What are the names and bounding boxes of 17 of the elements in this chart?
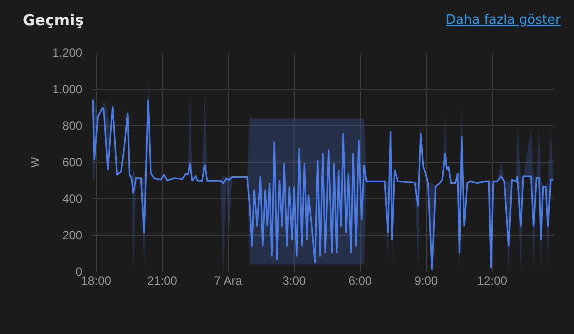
x-tick-label: 6:00 xyxy=(348,274,372,288)
x-tick-label: 7 Ara xyxy=(214,274,243,288)
y-tick-label: 400 xyxy=(62,192,83,206)
y-tick-label: 800 xyxy=(62,119,83,134)
y-axis-title: W xyxy=(30,156,42,168)
x-tick-label: 12:00 xyxy=(477,274,508,288)
x-tick-label: 3:00 xyxy=(282,274,306,288)
y-tick-label: 1.200 xyxy=(52,46,83,60)
y-tick-label: 1.000 xyxy=(52,82,83,97)
x-tick-label: 21:00 xyxy=(147,274,178,288)
y-tick-label: 600 xyxy=(62,156,83,170)
y-tick-label: 0 xyxy=(76,265,83,280)
x-tick-label: 9:00 xyxy=(414,274,438,288)
text: Daha fazla göster xyxy=(446,13,562,28)
y-tick-label: 200 xyxy=(62,228,83,243)
chart-title: Geçmiş xyxy=(22,11,84,30)
x-tick-label: 18:00 xyxy=(81,274,112,288)
